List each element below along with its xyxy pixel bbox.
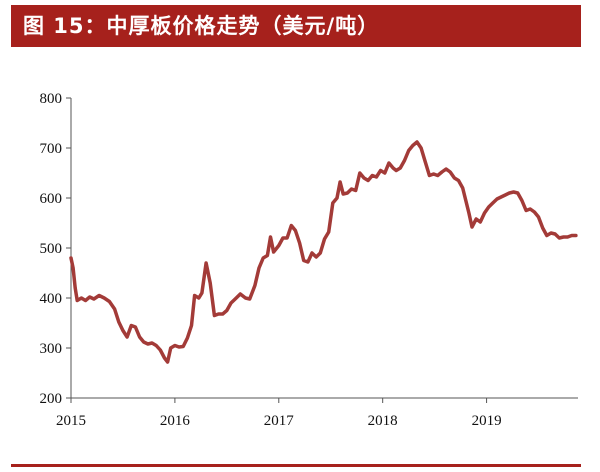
y-tick-label: 700 [40, 141, 63, 157]
x-tick-label: 2016 [160, 413, 191, 429]
bottom-divider [11, 464, 581, 467]
y-tick-label: 300 [40, 341, 63, 357]
x-axis-ticks: 2015 2016 2017 2018 2019 [56, 398, 502, 429]
y-axis-ticks: 200 300 400 500 600 700 800 [40, 91, 71, 407]
price-series-line [69, 140, 578, 364]
x-tick-label: 2019 [472, 413, 502, 429]
x-tick-label: 2018 [368, 413, 398, 429]
y-tick-label: 600 [40, 191, 63, 207]
x-tick-label: 2015 [56, 413, 86, 429]
y-tick-label: 200 [40, 391, 63, 407]
figure-title: 图 15：中厚板价格走势（美元/吨） [11, 5, 581, 47]
y-tick-label: 500 [40, 241, 63, 257]
x-tick-label: 2017 [264, 413, 295, 429]
y-tick-label: 800 [40, 91, 63, 107]
y-tick-label: 400 [40, 291, 63, 307]
